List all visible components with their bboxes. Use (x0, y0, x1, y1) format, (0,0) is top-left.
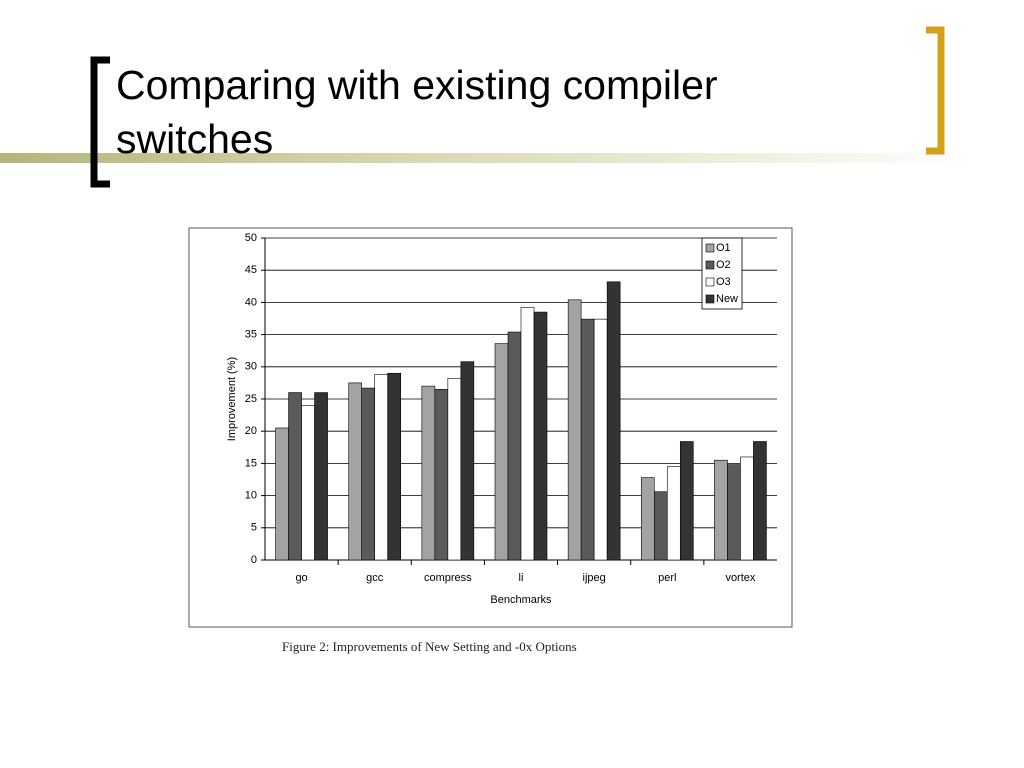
legend-swatch (705, 260, 715, 270)
chart-frame (188, 227, 793, 628)
y-tick-label: 20 (245, 425, 257, 437)
legend-swatch (705, 243, 715, 253)
y-tick-label: 5 (251, 522, 257, 534)
bar (387, 372, 402, 561)
bar (653, 491, 668, 561)
bar (606, 281, 621, 561)
bar (753, 441, 767, 561)
bar (421, 385, 436, 561)
x-tick-label: li (519, 572, 524, 584)
bar (288, 392, 302, 561)
bar (507, 331, 522, 561)
y-tick-label: 15 (245, 457, 257, 469)
left-bracket (90, 56, 110, 188)
y-tick-label: 45 (245, 264, 257, 276)
bar (460, 361, 475, 561)
bar (434, 389, 449, 561)
y-tick-label: 0 (251, 554, 257, 566)
bar (567, 299, 582, 561)
y-tick-label: 40 (245, 296, 257, 308)
y-axis-label: Improvement (%) (226, 357, 238, 441)
bar (348, 382, 363, 561)
y-tick-label: 50 (245, 232, 257, 244)
legend-label: O1 (716, 242, 731, 254)
bar (666, 466, 681, 561)
legend-swatch (705, 277, 715, 287)
slide-title: Comparing with existing compiler switche… (116, 62, 718, 162)
legend-swatch (705, 294, 715, 304)
decor-stripe (0, 153, 1024, 163)
x-tick-label: compress (424, 572, 472, 584)
bar (714, 459, 728, 561)
bar (580, 318, 595, 561)
bar (494, 343, 509, 561)
y-tick-label: 25 (245, 393, 257, 405)
bar (361, 387, 376, 561)
right-bracket (926, 26, 945, 155)
bar (275, 427, 289, 561)
x-tick-label: perl (658, 572, 676, 584)
bar (374, 374, 389, 561)
legend-label: O2 (716, 259, 731, 271)
y-tick-label: 10 (245, 490, 257, 502)
x-tick-label: vortex (725, 572, 755, 584)
bar (301, 405, 315, 561)
legend-label: O3 (716, 276, 731, 288)
bar (520, 307, 535, 561)
bar (640, 477, 655, 561)
x-tick-label: ijpeg (583, 572, 606, 584)
bar (447, 378, 462, 561)
bar (533, 311, 548, 561)
bar (727, 464, 741, 561)
y-tick-label: 35 (245, 329, 257, 341)
x-axis-label: Benchmarks (490, 594, 552, 606)
x-tick-label: gcc (366, 572, 384, 584)
bar (740, 456, 754, 561)
bar (314, 392, 328, 561)
legend-label: New (716, 293, 738, 305)
y-tick-label: 30 (245, 361, 257, 373)
bar (593, 318, 608, 561)
bar (679, 441, 694, 561)
x-tick-label: go (295, 572, 307, 584)
figure-caption: Figure 2: Improvements of New Setting an… (282, 639, 577, 654)
